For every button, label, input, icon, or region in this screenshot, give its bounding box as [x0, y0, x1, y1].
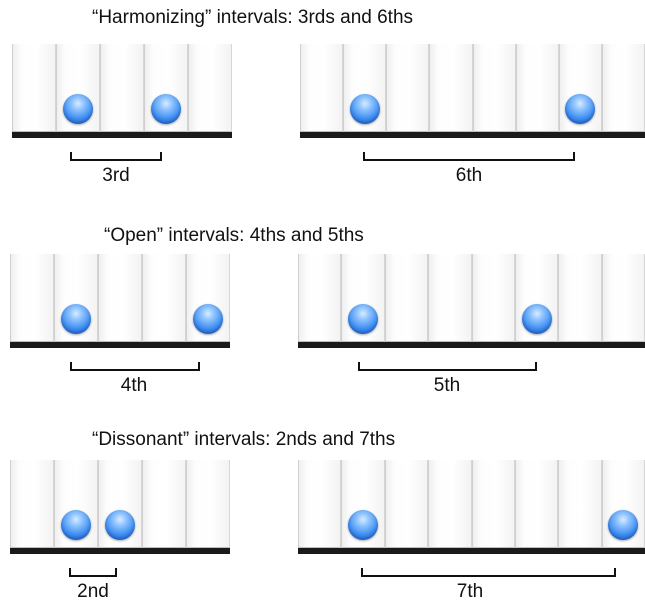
- note-marker: [105, 510, 135, 540]
- piano-key: [12, 44, 56, 132]
- interval-label: 7th: [456, 581, 484, 602]
- note-marker: [61, 304, 91, 334]
- piano-key: [515, 44, 559, 132]
- piano-key: [10, 254, 54, 342]
- note-marker: [348, 510, 379, 540]
- piano-key: [384, 460, 429, 548]
- keyboard-base: [298, 548, 645, 554]
- piano-key: [142, 254, 186, 342]
- note-marker: [565, 94, 596, 124]
- section-heading: “Open” intervals: 4ths and 5ths: [104, 225, 364, 246]
- piano-key: [558, 460, 602, 548]
- note-marker: [349, 94, 380, 124]
- piano-key: [298, 460, 342, 548]
- interval-bracket: [70, 152, 162, 161]
- piano-key: [384, 254, 429, 342]
- interval-label: 3rd: [102, 165, 130, 186]
- note-marker: [63, 94, 93, 124]
- interval-label: 2nd: [77, 581, 109, 602]
- keyboard-base: [298, 342, 645, 348]
- keyboard: [10, 460, 230, 554]
- interval-bracket: [363, 152, 575, 161]
- interval-label: 6th: [455, 165, 483, 186]
- keyboard: [300, 44, 645, 138]
- note-marker: [61, 510, 91, 540]
- keyboard: [10, 254, 230, 348]
- interval-bracket: [70, 362, 200, 371]
- note-marker: [151, 94, 181, 124]
- piano-key: [601, 44, 645, 132]
- piano-key: [188, 44, 232, 132]
- note-marker: [348, 304, 379, 334]
- piano-key: [386, 44, 430, 132]
- piano-key: [56, 44, 100, 132]
- keyboard-base: [10, 342, 230, 348]
- piano-key: [100, 44, 144, 132]
- keyboard-base: [10, 548, 230, 554]
- piano-key: [514, 460, 559, 548]
- piano-key: [472, 44, 516, 132]
- note-marker: [608, 510, 639, 540]
- piano-key: [429, 44, 473, 132]
- section-heading: “Harmonizing” intervals: 3rds and 6ths: [92, 7, 414, 28]
- keyboard: [298, 460, 645, 554]
- section-heading: “Dissonant” intervals: 2nds and 7ths: [92, 429, 396, 450]
- piano-key: [428, 460, 472, 548]
- piano-key: [300, 44, 344, 132]
- piano-key: [471, 254, 515, 342]
- piano-key: [298, 254, 342, 342]
- keyboard: [12, 44, 232, 138]
- piano-key: [142, 460, 186, 548]
- interval-bracket: [69, 568, 117, 577]
- piano-key: [601, 254, 645, 342]
- piano-key: [186, 460, 230, 548]
- piano-key: [10, 460, 54, 548]
- piano-key: [558, 254, 602, 342]
- keyboard: [298, 254, 645, 348]
- note-marker: [521, 304, 552, 334]
- keyboard-base: [300, 132, 645, 138]
- piano-key: [98, 254, 142, 342]
- piano-key: [428, 254, 472, 342]
- note-marker: [193, 304, 223, 334]
- interval-label: 4th: [120, 375, 148, 396]
- interval-bracket: [361, 568, 616, 577]
- interval-bracket: [358, 362, 537, 371]
- keyboard-base: [12, 132, 232, 138]
- piano-key: [471, 460, 515, 548]
- interval-label: 5th: [433, 375, 461, 396]
